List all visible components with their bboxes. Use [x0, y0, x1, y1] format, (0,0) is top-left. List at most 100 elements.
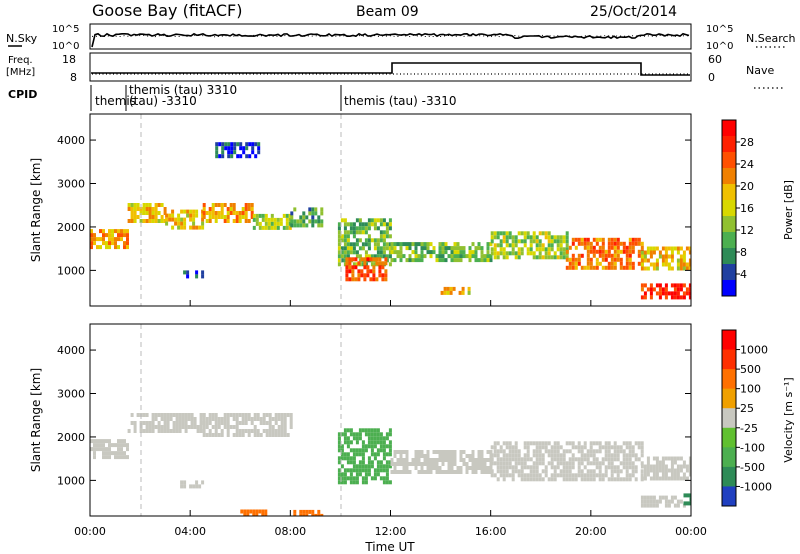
heatmap-cell — [193, 421, 197, 425]
heatmap-cell — [283, 421, 287, 425]
heatmap-cell — [658, 295, 662, 300]
heatmap-cell — [610, 453, 614, 458]
heatmap-cell — [274, 433, 278, 437]
heatmap-cell — [178, 417, 182, 421]
heatmap-cell — [366, 273, 370, 278]
heatmap-cell — [160, 429, 164, 433]
heatmap-cell — [652, 456, 656, 461]
heatmap-cell — [96, 439, 99, 444]
heatmap-cell — [646, 472, 650, 477]
heatmap-cell — [346, 254, 350, 259]
heatmap-cell — [226, 421, 230, 425]
heatmap-cell — [154, 207, 158, 211]
colorbar-tick-label: 8 — [740, 246, 747, 259]
heatmap-cell — [640, 262, 644, 267]
heatmap-cell — [220, 207, 224, 211]
heatmap-cell — [517, 453, 521, 458]
heatmap-cell — [517, 251, 521, 256]
heatmap-cell — [358, 472, 362, 477]
heatmap-cell — [320, 219, 324, 224]
heatmap-cell — [205, 425, 209, 429]
heatmap-cell — [351, 273, 355, 278]
heatmap-cell — [227, 146, 231, 151]
heatmap-cell — [233, 146, 237, 151]
heatmap-cell — [355, 448, 359, 453]
heatmap-cell — [458, 290, 462, 295]
heatmap-cell — [529, 457, 533, 462]
colorbar-swatch — [722, 184, 736, 201]
heatmap-cell — [370, 254, 374, 259]
station-title: Goose Bay (fitACF) — [92, 1, 242, 20]
heatmap-cell — [218, 154, 222, 159]
heatmap-cell — [402, 450, 406, 454]
heatmap-cell — [496, 457, 500, 462]
heatmap-cell — [541, 477, 545, 482]
heatmap-cell — [390, 458, 394, 462]
heatmap-cell — [607, 241, 611, 246]
heatmap-cell — [361, 226, 365, 231]
heatmap-cell — [523, 441, 527, 446]
heatmap-cell — [664, 468, 668, 473]
heatmap-cell — [171, 225, 175, 230]
heatmap-cell — [493, 461, 497, 466]
heatmap-cell — [553, 457, 557, 462]
heatmap-cell — [604, 465, 608, 470]
heatmap-cell — [414, 462, 418, 466]
heatmap-cell — [393, 450, 397, 454]
heatmap-cell — [253, 417, 257, 421]
heatmap-cell — [273, 225, 277, 230]
heatmap-cell — [373, 440, 377, 445]
heatmap-cell — [157, 429, 161, 433]
heatmap-cell — [187, 425, 191, 429]
heatmap-cell — [90, 233, 93, 238]
heatmap-cell — [352, 464, 356, 469]
heatmap-cell — [592, 473, 596, 478]
heatmap-cell — [655, 460, 659, 465]
heatmap-cell — [130, 207, 134, 211]
heatmap-cell — [337, 444, 341, 449]
heatmap-cell — [613, 477, 617, 482]
heatmap-cell — [643, 254, 647, 259]
heatmap-cell — [373, 238, 377, 243]
heatmap-cell — [526, 441, 530, 446]
heatmap-cell — [607, 453, 611, 458]
heatmap-cell — [340, 476, 344, 481]
heatmap-cell — [352, 436, 356, 441]
heatmap-cell — [553, 477, 557, 482]
heatmap-cell — [202, 421, 206, 425]
heatmap-cell — [302, 219, 306, 224]
heatmap-cell — [379, 448, 383, 453]
heatmap-cell — [346, 476, 350, 481]
heatmap-cell — [208, 433, 212, 437]
heatmap-cell — [343, 242, 347, 247]
heatmap-cell — [360, 273, 364, 278]
heatmap-cell — [192, 209, 196, 214]
heatmap-cell — [610, 477, 614, 482]
heatmap-cell — [468, 466, 472, 470]
heatmap-cell — [99, 245, 102, 250]
heatmap-cell — [520, 461, 524, 466]
heatmap-cell — [444, 454, 448, 458]
heatmap-cell — [215, 146, 219, 151]
heatmap-cell — [172, 425, 176, 429]
heatmap-cell — [277, 433, 281, 437]
heatmap-cell — [634, 469, 638, 474]
heatmap-cell — [381, 273, 385, 278]
heatmap-cell — [508, 441, 512, 446]
heatmap-cell — [221, 154, 225, 159]
heatmap-cell — [388, 262, 392, 267]
heatmap-cell — [168, 217, 172, 222]
heatmap-cell — [221, 146, 225, 151]
heatmap-cell — [217, 211, 221, 215]
heatmap-cell — [343, 456, 347, 461]
heatmap-cell — [583, 237, 587, 242]
heatmap-cell — [685, 468, 689, 473]
heatmap-cell — [661, 476, 665, 481]
heatmap-cell — [217, 433, 221, 437]
heatmap-cell — [628, 457, 632, 462]
heatmap-cell — [499, 457, 503, 462]
heatmap-cell — [261, 217, 265, 222]
heatmap-cell — [367, 242, 371, 247]
heatmap-cell — [438, 246, 442, 251]
heatmap-cell — [517, 461, 521, 466]
